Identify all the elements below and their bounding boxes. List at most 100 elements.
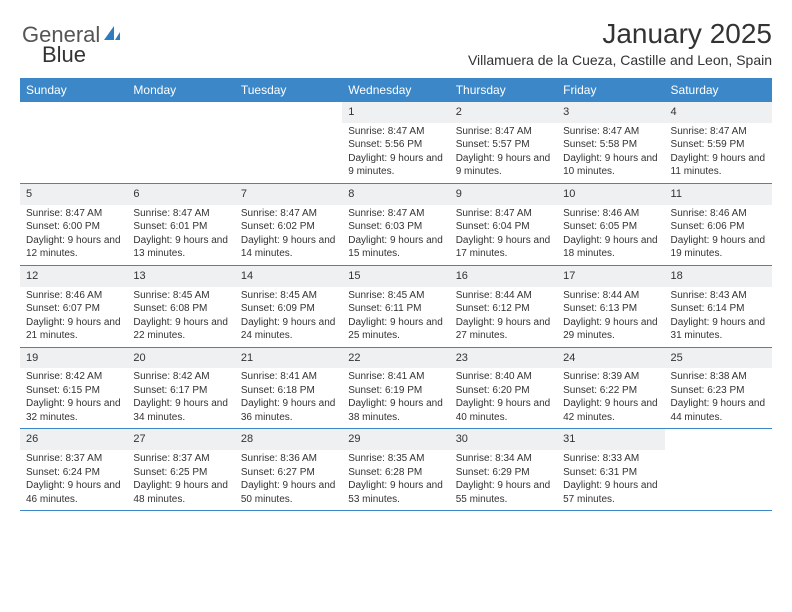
sunrise-text: Sunrise: 8:45 AM bbox=[348, 289, 443, 303]
sunrise-text: Sunrise: 8:42 AM bbox=[133, 370, 228, 384]
sunrise-text: Sunrise: 8:46 AM bbox=[26, 289, 121, 303]
calendar-cell: 19Sunrise: 8:42 AMSunset: 6:15 PMDayligh… bbox=[20, 348, 127, 429]
daylight-text: Daylight: 9 hours and 34 minutes. bbox=[133, 397, 228, 424]
day-number: 25 bbox=[665, 348, 772, 369]
weeks-container: 1Sunrise: 8:47 AMSunset: 5:56 PMDaylight… bbox=[20, 102, 772, 511]
calendar-cell bbox=[665, 429, 772, 510]
calendar-cell bbox=[235, 102, 342, 183]
sunset-text: Sunset: 6:11 PM bbox=[348, 302, 443, 316]
cell-body: Sunrise: 8:47 AMSunset: 5:59 PMDaylight:… bbox=[665, 125, 772, 183]
day-number: 31 bbox=[557, 429, 664, 450]
daylight-text: Daylight: 9 hours and 9 minutes. bbox=[456, 152, 551, 179]
day-number: 3 bbox=[557, 102, 664, 123]
day-number: 14 bbox=[235, 266, 342, 287]
sunrise-text: Sunrise: 8:37 AM bbox=[133, 452, 228, 466]
sunrise-text: Sunrise: 8:45 AM bbox=[133, 289, 228, 303]
daylight-text: Daylight: 9 hours and 57 minutes. bbox=[563, 479, 658, 506]
sunrise-text: Sunrise: 8:38 AM bbox=[671, 370, 766, 384]
calendar-week: 5Sunrise: 8:47 AMSunset: 6:00 PMDaylight… bbox=[20, 184, 772, 266]
sunrise-text: Sunrise: 8:40 AM bbox=[456, 370, 551, 384]
cell-body: Sunrise: 8:46 AMSunset: 6:05 PMDaylight:… bbox=[557, 207, 664, 265]
calendar-cell: 3Sunrise: 8:47 AMSunset: 5:58 PMDaylight… bbox=[557, 102, 664, 183]
calendar-cell: 15Sunrise: 8:45 AMSunset: 6:11 PMDayligh… bbox=[342, 266, 449, 347]
day-number: 22 bbox=[342, 348, 449, 369]
sunrise-text: Sunrise: 8:47 AM bbox=[348, 125, 443, 139]
daylight-text: Daylight: 9 hours and 44 minutes. bbox=[671, 397, 766, 424]
cell-body: Sunrise: 8:43 AMSunset: 6:14 PMDaylight:… bbox=[665, 289, 772, 347]
sunset-text: Sunset: 6:05 PM bbox=[563, 220, 658, 234]
sunset-text: Sunset: 6:17 PM bbox=[133, 384, 228, 398]
calendar-cell: 22Sunrise: 8:41 AMSunset: 6:19 PMDayligh… bbox=[342, 348, 449, 429]
daylight-text: Daylight: 9 hours and 25 minutes. bbox=[348, 316, 443, 343]
day-number: 19 bbox=[20, 348, 127, 369]
calendar-cell: 12Sunrise: 8:46 AMSunset: 6:07 PMDayligh… bbox=[20, 266, 127, 347]
day-number: 28 bbox=[235, 429, 342, 450]
calendar-week: 26Sunrise: 8:37 AMSunset: 6:24 PMDayligh… bbox=[20, 429, 772, 511]
day-number: 17 bbox=[557, 266, 664, 287]
calendar-week: 19Sunrise: 8:42 AMSunset: 6:15 PMDayligh… bbox=[20, 348, 772, 430]
day-number: 27 bbox=[127, 429, 234, 450]
sunset-text: Sunset: 6:03 PM bbox=[348, 220, 443, 234]
sunset-text: Sunset: 6:19 PM bbox=[348, 384, 443, 398]
sunrise-text: Sunrise: 8:47 AM bbox=[241, 207, 336, 221]
cell-body: Sunrise: 8:45 AMSunset: 6:11 PMDaylight:… bbox=[342, 289, 449, 347]
sunrise-text: Sunrise: 8:46 AM bbox=[563, 207, 658, 221]
sunrise-text: Sunrise: 8:44 AM bbox=[563, 289, 658, 303]
cell-body: Sunrise: 8:47 AMSunset: 5:58 PMDaylight:… bbox=[557, 125, 664, 183]
sunset-text: Sunset: 6:06 PM bbox=[671, 220, 766, 234]
day-number: 18 bbox=[665, 266, 772, 287]
cell-body: Sunrise: 8:38 AMSunset: 6:23 PMDaylight:… bbox=[665, 370, 772, 428]
sunrise-text: Sunrise: 8:47 AM bbox=[456, 207, 551, 221]
sunrise-text: Sunrise: 8:43 AM bbox=[671, 289, 766, 303]
cell-body: Sunrise: 8:41 AMSunset: 6:19 PMDaylight:… bbox=[342, 370, 449, 428]
daylight-text: Daylight: 9 hours and 29 minutes. bbox=[563, 316, 658, 343]
cell-body: Sunrise: 8:46 AMSunset: 6:06 PMDaylight:… bbox=[665, 207, 772, 265]
daylight-text: Daylight: 9 hours and 21 minutes. bbox=[26, 316, 121, 343]
day-number: 30 bbox=[450, 429, 557, 450]
cell-body: Sunrise: 8:40 AMSunset: 6:20 PMDaylight:… bbox=[450, 370, 557, 428]
daylight-text: Daylight: 9 hours and 18 minutes. bbox=[563, 234, 658, 261]
sunset-text: Sunset: 6:04 PM bbox=[456, 220, 551, 234]
daylight-text: Daylight: 9 hours and 46 minutes. bbox=[26, 479, 121, 506]
sunset-text: Sunset: 6:12 PM bbox=[456, 302, 551, 316]
daylight-text: Daylight: 9 hours and 14 minutes. bbox=[241, 234, 336, 261]
calendar-cell: 25Sunrise: 8:38 AMSunset: 6:23 PMDayligh… bbox=[665, 348, 772, 429]
sunrise-text: Sunrise: 8:34 AM bbox=[456, 452, 551, 466]
cell-body: Sunrise: 8:35 AMSunset: 6:28 PMDaylight:… bbox=[342, 452, 449, 510]
cell-body: Sunrise: 8:47 AMSunset: 5:56 PMDaylight:… bbox=[342, 125, 449, 183]
sunrise-text: Sunrise: 8:42 AM bbox=[26, 370, 121, 384]
day-header: Friday bbox=[557, 78, 664, 102]
cell-body: Sunrise: 8:46 AMSunset: 6:07 PMDaylight:… bbox=[20, 289, 127, 347]
cell-body: Sunrise: 8:47 AMSunset: 6:02 PMDaylight:… bbox=[235, 207, 342, 265]
page-header: January 2025 Villamuera de la Cueza, Cas… bbox=[20, 18, 772, 68]
day-number: 26 bbox=[20, 429, 127, 450]
calendar-cell: 18Sunrise: 8:43 AMSunset: 6:14 PMDayligh… bbox=[665, 266, 772, 347]
daylight-text: Daylight: 9 hours and 13 minutes. bbox=[133, 234, 228, 261]
sunset-text: Sunset: 5:59 PM bbox=[671, 138, 766, 152]
calendar-cell: 20Sunrise: 8:42 AMSunset: 6:17 PMDayligh… bbox=[127, 348, 234, 429]
sunset-text: Sunset: 6:24 PM bbox=[26, 466, 121, 480]
sunrise-text: Sunrise: 8:44 AM bbox=[456, 289, 551, 303]
calendar-cell: 10Sunrise: 8:46 AMSunset: 6:05 PMDayligh… bbox=[557, 184, 664, 265]
day-number bbox=[20, 102, 127, 120]
day-header-row: Sunday Monday Tuesday Wednesday Thursday… bbox=[20, 78, 772, 102]
logo-text-2-wrap: Blue bbox=[42, 42, 86, 68]
daylight-text: Daylight: 9 hours and 24 minutes. bbox=[241, 316, 336, 343]
daylight-text: Daylight: 9 hours and 31 minutes. bbox=[671, 316, 766, 343]
calendar-cell: 16Sunrise: 8:44 AMSunset: 6:12 PMDayligh… bbox=[450, 266, 557, 347]
cell-body: Sunrise: 8:44 AMSunset: 6:12 PMDaylight:… bbox=[450, 289, 557, 347]
day-number: 1 bbox=[342, 102, 449, 123]
day-number: 20 bbox=[127, 348, 234, 369]
sunset-text: Sunset: 5:56 PM bbox=[348, 138, 443, 152]
day-number bbox=[665, 429, 772, 447]
calendar-cell: 30Sunrise: 8:34 AMSunset: 6:29 PMDayligh… bbox=[450, 429, 557, 510]
sunset-text: Sunset: 6:28 PM bbox=[348, 466, 443, 480]
cell-body: Sunrise: 8:47 AMSunset: 6:01 PMDaylight:… bbox=[127, 207, 234, 265]
sunrise-text: Sunrise: 8:37 AM bbox=[26, 452, 121, 466]
sunset-text: Sunset: 6:02 PM bbox=[241, 220, 336, 234]
sunset-text: Sunset: 5:57 PM bbox=[456, 138, 551, 152]
cell-body: Sunrise: 8:45 AMSunset: 6:09 PMDaylight:… bbox=[235, 289, 342, 347]
calendar-cell: 29Sunrise: 8:35 AMSunset: 6:28 PMDayligh… bbox=[342, 429, 449, 510]
cell-body: Sunrise: 8:37 AMSunset: 6:24 PMDaylight:… bbox=[20, 452, 127, 510]
sunrise-text: Sunrise: 8:47 AM bbox=[133, 207, 228, 221]
